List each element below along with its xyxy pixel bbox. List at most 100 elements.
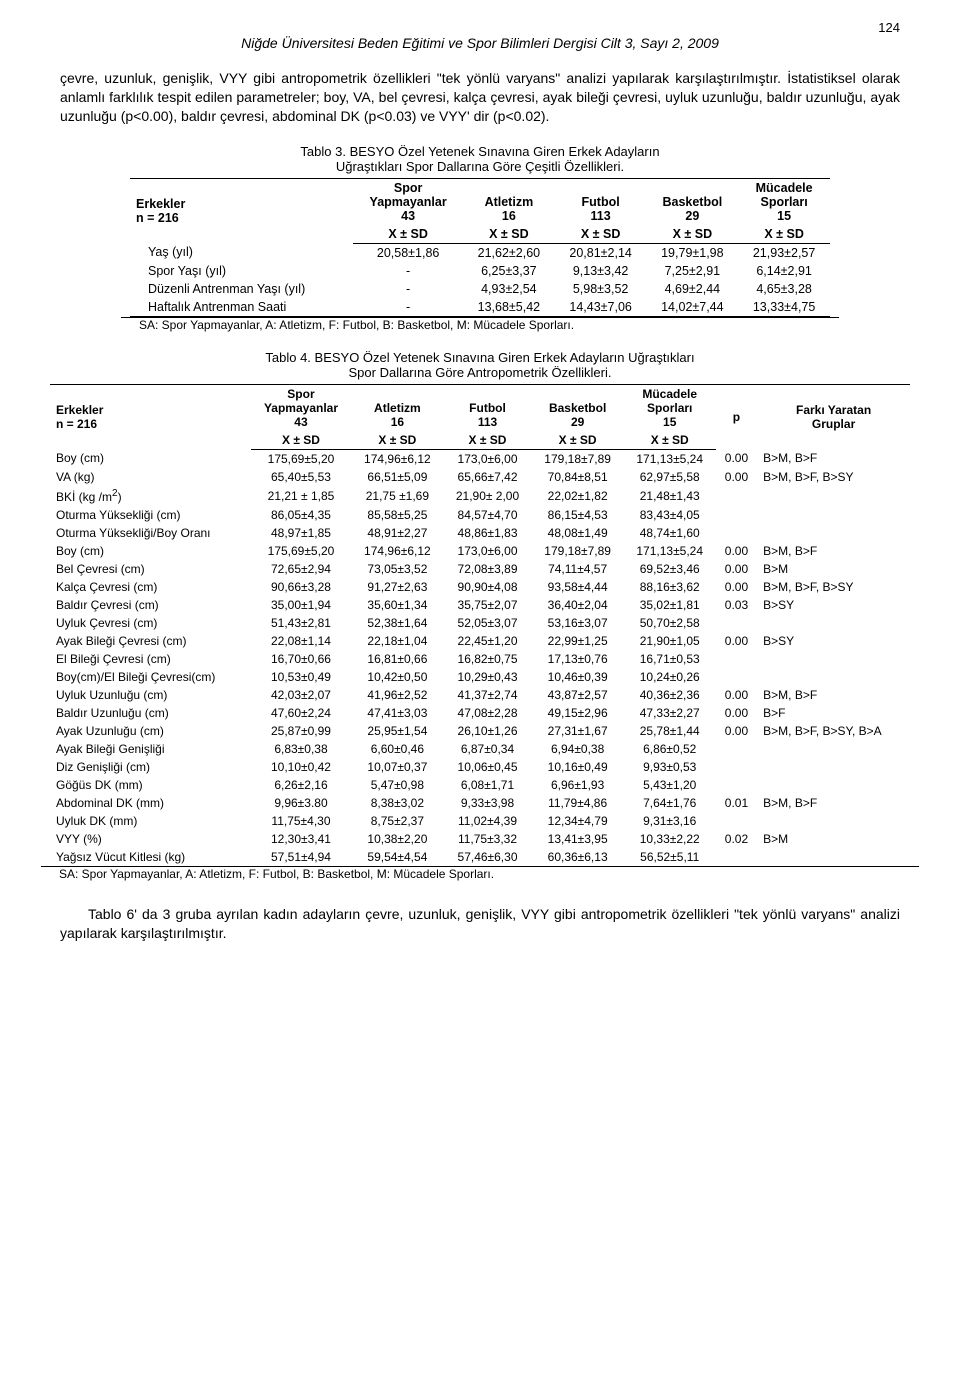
t4-cell: 88,16±3,62	[624, 578, 716, 596]
t3-cell: 4,65±3,28	[738, 280, 830, 298]
t4-cell: 9,31±3,16	[624, 812, 716, 830]
t4-c1-l3: 43	[294, 415, 307, 429]
t4-cell: B>M, B>F	[757, 449, 910, 468]
t4-cell	[757, 668, 910, 686]
t4-cell: 13,41±3,95	[532, 830, 624, 848]
t4-row-label: Ayak Bileği Çevresi (cm)	[50, 632, 251, 650]
t4-cell	[757, 812, 910, 830]
t4-cell: 48,08±1,49	[532, 524, 624, 542]
t4-cell: 21,48±1,43	[624, 486, 716, 506]
t4-cell: 174,96±6,12	[351, 542, 443, 560]
t4-cell: 6,94±0,38	[532, 740, 624, 758]
t4-row-label: Kalça Çevresi (cm)	[50, 578, 251, 596]
t4-cell: 10,16±0,49	[532, 758, 624, 776]
t4-cell	[757, 486, 910, 506]
t4-cell: 22,08±1,14	[251, 632, 352, 650]
t4-cell: 22,02±1,82	[532, 486, 624, 506]
t4-row-label: Ayak Bileği Genişliği	[50, 740, 251, 758]
t3-cell: -	[353, 280, 463, 298]
t3-c2-l2: 16	[502, 209, 516, 223]
table-row: Uyluk Çevresi (cm)51,43±2,8152,38±1,6452…	[50, 614, 910, 632]
t4-cell	[757, 506, 910, 524]
t4-cell: 21,21 ± 1,85	[251, 486, 352, 506]
table-row: BKİ (kg /m2)21,21 ± 1,8521,75 ±1,6921,90…	[50, 486, 910, 506]
t4-cell: 52,05±3,07	[443, 614, 531, 632]
t3-xsd-1: X ± SD	[353, 225, 463, 244]
t4-col5-head: Mücadele Sporları 15	[624, 384, 716, 431]
t4-cell: 26,10±1,26	[443, 722, 531, 740]
t4-c1-l2: Yapmayanlar	[264, 401, 338, 415]
t4-cell: 35,02±1,81	[624, 596, 716, 614]
t4-cell: B>M, B>F	[757, 794, 910, 812]
t3-cell: 13,68±5,42	[463, 298, 555, 317]
t4-cell	[757, 776, 910, 794]
t4-cell: 21,90± 2,00	[443, 486, 531, 506]
t3-row-label: Düzenli Antrenman Yaşı (yıl)	[130, 280, 353, 298]
t4-cell: 47,33±2,27	[624, 704, 716, 722]
t4-cell: 179,18±7,89	[532, 542, 624, 560]
t4-cell: 10,42±0,50	[351, 668, 443, 686]
t4-cell	[716, 740, 757, 758]
t4-col4-head: Basketbol 29	[532, 384, 624, 431]
t4-cell: 90,90±4,08	[443, 578, 531, 596]
t4-cell: 10,24±0,26	[624, 668, 716, 686]
t4-row-label: Boy(cm)/El Bileği Çevresi(cm)	[50, 668, 251, 686]
t4-cell: 74,11±4,57	[532, 560, 624, 578]
t4-cell: 10,46±0,39	[532, 668, 624, 686]
t3-cell: 6,25±3,37	[463, 262, 555, 280]
table-row: Boy(cm)/El Bileği Çevresi(cm)10,53±0,491…	[50, 668, 910, 686]
table-row: Bel Çevresi (cm)72,65±2,9473,05±3,5272,0…	[50, 560, 910, 578]
t4-cell: 173,0±6,00	[443, 449, 531, 468]
t4-cell: 10,38±2,20	[351, 830, 443, 848]
t3-col5-head: Mücadele Sporları 15	[738, 178, 830, 225]
t4-row-label: Oturma Yüksekliği (cm)	[50, 506, 251, 524]
t4-cell: 174,96±6,12	[351, 449, 443, 468]
t4-col2-head: Atletizm 16	[351, 384, 443, 431]
table-row: Uyluk Uzunluğu (cm)42,03±2,0741,96±2,524…	[50, 686, 910, 704]
t4-cell: 47,60±2,24	[251, 704, 352, 722]
t3-cell: 4,69±2,44	[646, 280, 738, 298]
t4-row-label: Boy (cm)	[50, 449, 251, 468]
table-row: Düzenli Antrenman Yaşı (yıl)-4,93±2,545,…	[130, 280, 830, 298]
t4-cell: 56,52±5,11	[624, 848, 716, 866]
t4-cell: 0.00	[716, 449, 757, 468]
t4-row-label: Uyluk DK (mm)	[50, 812, 251, 830]
t3-xsd-3: X ± SD	[555, 225, 647, 244]
t4-cell: 84,57±4,70	[443, 506, 531, 524]
t3-cell: 20,81±2,14	[555, 243, 647, 262]
t3-xsd-5: X ± SD	[738, 225, 830, 244]
t4-cell	[716, 776, 757, 794]
t4-row-label: Baldır Uzunluğu (cm)	[50, 704, 251, 722]
paragraph-bottom: Tablo 6' da 3 gruba ayrılan kadın adayla…	[60, 905, 900, 943]
t3-c5-l2: Sporları	[760, 195, 807, 209]
t4-cell: 0.00	[716, 704, 757, 722]
t4-diff-l2: Gruplar	[812, 417, 855, 431]
t3-c5-l3: 15	[777, 209, 791, 223]
t4-row-label: Yağsız Vücut Kitlesi (kg)	[50, 848, 251, 866]
t4-c5-l3: 15	[663, 415, 676, 429]
t4-col1-head: Spor Yapmayanlar 43	[251, 384, 352, 431]
table-row: Baldır Uzunluğu (cm)47,60±2,2447,41±3,03…	[50, 704, 910, 722]
t4-cell: 16,70±0,66	[251, 650, 352, 668]
t4-cell: 83,43±4,05	[624, 506, 716, 524]
t4-cell: 35,75±2,07	[443, 596, 531, 614]
table-row: Ayak Bileği Çevresi (cm)22,08±1,1422,18±…	[50, 632, 910, 650]
t4-cell: 21,90±1,05	[624, 632, 716, 650]
t4-cell: 42,03±2,07	[251, 686, 352, 704]
t4-cell: 57,46±6,30	[443, 848, 531, 866]
t4-row-label: Bel Çevresi (cm)	[50, 560, 251, 578]
t4-cell: 10,53±0,49	[251, 668, 352, 686]
t4-cell: 40,36±2,36	[624, 686, 716, 704]
t4-cell: 10,29±0,43	[443, 668, 531, 686]
t4-cell: 0.00	[716, 686, 757, 704]
t3-cell: 21,62±2,60	[463, 243, 555, 262]
t4-cell: 0.00	[716, 632, 757, 650]
t4-cell: 90,66±3,28	[251, 578, 352, 596]
t4-row-label: VA (kg)	[50, 468, 251, 486]
t4-xsd-1: X ± SD	[251, 431, 352, 450]
table-row: VA (kg)65,40±5,5366,51±5,0965,66±7,4270,…	[50, 468, 910, 486]
t4-c5-l1: Mücadele	[642, 387, 697, 401]
t4-cell	[716, 848, 757, 866]
t4-cell	[716, 812, 757, 830]
t4-cell: 25,87±0,99	[251, 722, 352, 740]
